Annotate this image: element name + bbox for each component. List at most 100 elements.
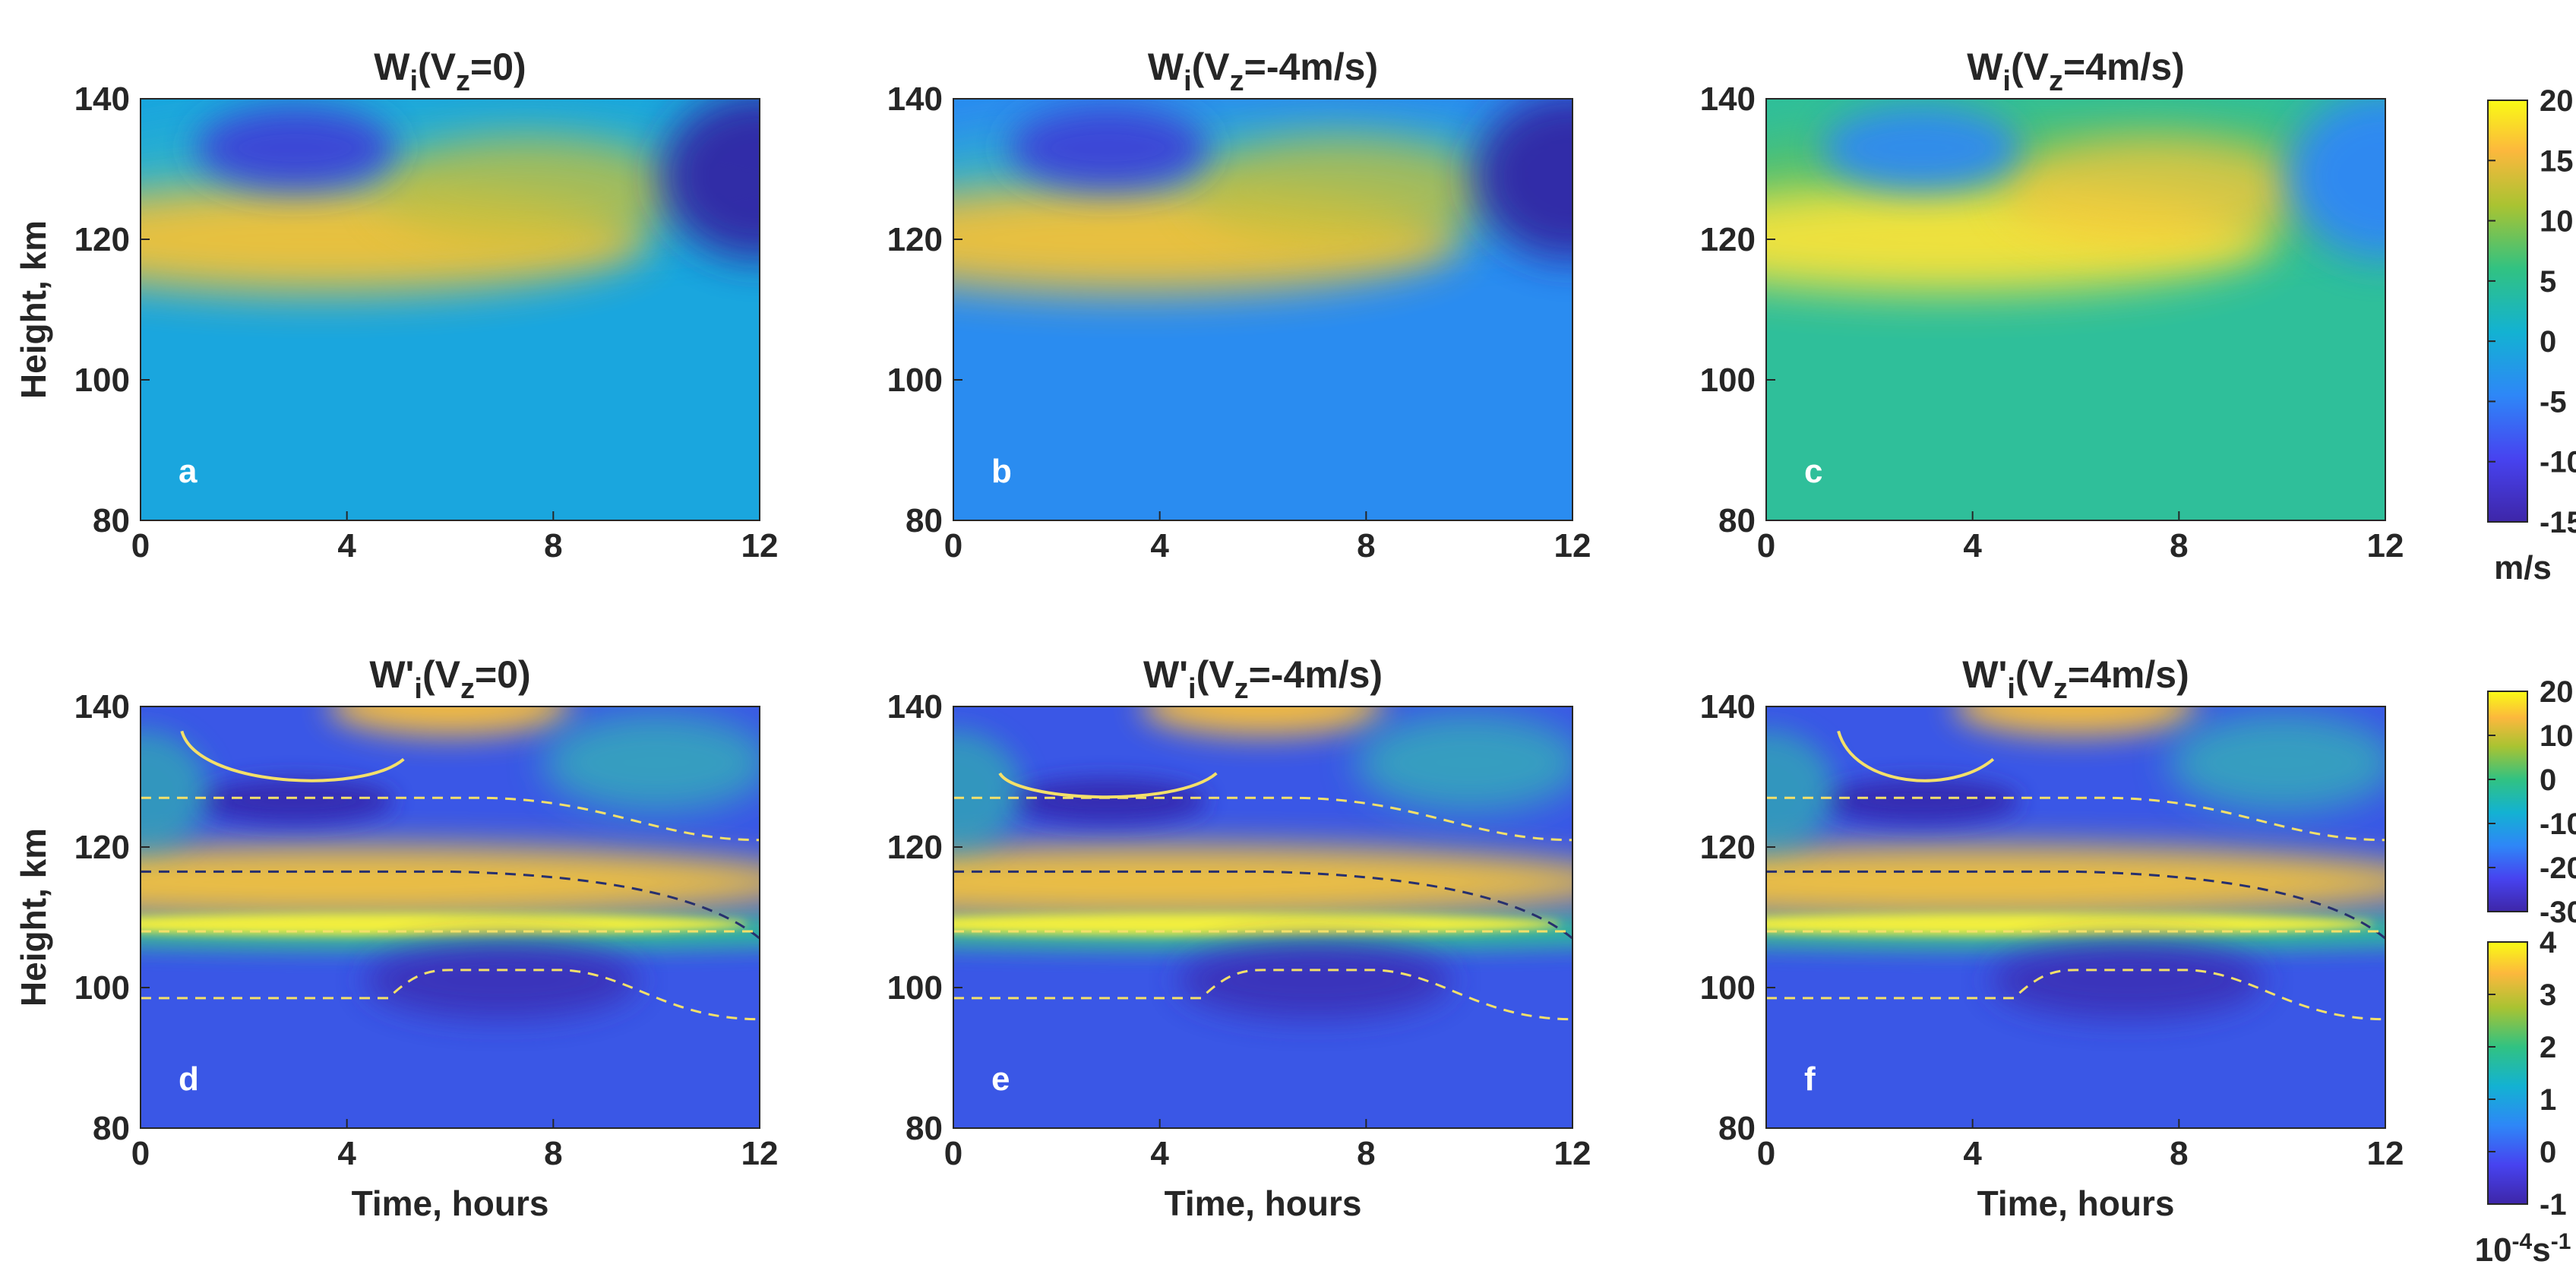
y-tick-label: 100 [887,362,943,399]
heatmap-blob-brightline [1766,913,2374,935]
heatmap-field [1766,99,2385,520]
colorbar-tick-label: 4 [2540,926,2557,959]
panel-letter: e [991,1060,1010,1098]
heatmap-blob-coldcell [1822,778,2020,824]
panel-c: Wi(Vz=4m/s) 0 4 8 12 80 100 120 140 c [1700,46,2404,564]
x-tick-label: 8 [1357,1135,1375,1172]
y-tick-label: 100 [1700,362,1756,399]
heatmap-blob-warm2 [1188,137,1493,244]
contour-lower [141,969,760,1021]
x-tick-label: 12 [1554,527,1591,564]
x-tick-label: 8 [544,527,562,564]
heatmap-blob-coldcell [196,778,394,824]
contour-upper [1766,796,2385,842]
panel-b: Wi(Vz=-4m/s) 0 4 8 12 80 100 120 140 b [887,46,1591,564]
y-axis-label: Height, km [14,828,53,1007]
colorbar-tick-label: -10 [2540,808,2576,841]
colorbar-tick-label: -5 [2540,385,2567,419]
panel-letter: b [991,453,1012,490]
colorbar-3: 4 3 2 1 0 -1 10-4s-1 [2475,926,2571,1269]
colorbar-tick-label: -1 [2540,1188,2567,1222]
x-tick-label: 12 [2367,527,2404,564]
heatmap-blob-edge [1474,99,1572,260]
y-tick-label: 80 [906,502,943,539]
y-tick-label: 120 [887,221,943,258]
colorbar-tick-label: 20 [2540,84,2574,118]
heatmap-blob-top [1954,706,2198,735]
y-tick-label: 140 [1700,81,1756,118]
x-tick-label: 8 [544,1135,562,1172]
heatmap-blob-vortex [196,106,394,190]
contour-dark [953,870,1572,940]
panel-title: W'i(Vz=0) [369,653,530,705]
x-axis-label: Time, hours [1977,1184,2175,1223]
y-tick-label: 100 [1700,969,1756,1007]
x-axis-label: Time, hours [352,1184,549,1223]
y-tick-label: 100 [74,362,130,399]
colorbar-tick-label: 2 [2540,1031,2556,1064]
colorbar-tick-label: 1 [2540,1083,2556,1117]
heatmap-blob-warm2 [2001,137,2306,244]
x-tick-label: 0 [1757,527,1775,564]
axes-frame [1765,98,2386,521]
heatmap-blob-rightpatch [542,713,760,812]
colorbar-tick-label: 0 [2540,1136,2556,1169]
heatmap-field [141,706,760,1128]
colorbar-unit: m/s [2494,549,2552,586]
heatmap-blob-rightpatch [2168,713,2385,812]
colorbar-tick-label: 20 [2540,675,2574,709]
x-tick-label: 8 [2170,527,2188,564]
heatmap-blob-vortex [1822,106,2020,190]
colorbar-tick-label: 3 [2540,978,2556,1012]
y-tick-label: 80 [1718,502,1756,539]
y-tick-label: 100 [887,969,943,1007]
x-tick-label: 8 [2170,1135,2188,1172]
y-tick-label: 140 [887,688,943,725]
contour-solid-arc [998,772,1218,799]
panel-a: Wi(Vz=0) 0 4 8 12 80 100 120 140 Height, km a [14,46,778,564]
y-tick-label: 120 [74,221,130,258]
x-tick-label: 4 [1150,527,1169,564]
y-tick-label: 120 [74,829,130,866]
x-tick-label: 12 [741,1135,779,1172]
colorbar-gradient [2487,691,2528,912]
colorbar-tick-label: 15 [2540,144,2574,178]
heatmap-blob-leftpatch [1766,730,1835,852]
y-tick-label: 120 [1700,221,1756,258]
colorbar-tick-label: 0 [2540,763,2556,797]
heatmap-field [1766,706,2385,1128]
heatmap-blob-warmband [953,846,1572,919]
x-tick-label: 4 [1963,527,1982,564]
panel-title: Wi(Vz=4m/s) [1967,46,2185,97]
y-tick-label: 80 [93,502,130,539]
x-tick-label: 0 [944,1135,962,1172]
y-tick-label: 140 [1700,688,1756,725]
y-tick-label: 140 [887,81,943,118]
x-tick-label: 12 [2367,1135,2404,1172]
panel-d: W'i(Vz=0) 0 4 8 12 80 100 120 140 Height, km Time,… [14,653,779,1223]
colorbar-gradient [2487,100,2528,523]
colorbar-gradient [2487,941,2528,1205]
axes-frame [140,98,760,521]
colorbar-1: 20 15 10 5 0 -5 -10 -15 m/s [2487,84,2576,586]
panel-letter: f [1804,1060,1816,1098]
contour-solid-arc [180,730,405,782]
panel-title: W'i(Vz=-4m/s) [1143,653,1383,705]
heatmap-blob-lowcell [365,942,639,1019]
y-tick-label: 100 [74,969,130,1007]
x-tick-label: 12 [1554,1135,1591,1172]
y-tick-label: 120 [1700,829,1756,866]
contour-lower [1766,969,2385,1021]
panel-letter: a [179,453,198,490]
heatmap-blob-warmband [1766,846,2385,919]
heatmap-blob-warm2 [375,137,680,244]
panel-title: W'i(Vz=4m/s) [1962,653,2189,705]
heatmap-blob-leftpatch [953,730,1022,852]
y-tick-label: 80 [906,1110,943,1147]
x-tick-label: 0 [131,1135,150,1172]
colorbar-tick-label: 0 [2540,325,2556,359]
heatmap-blob-top [1141,706,1385,735]
x-tick-label: 4 [337,1135,356,1172]
colorbar-2: 20 10 0 -10 -20 -30 [2487,675,2576,929]
